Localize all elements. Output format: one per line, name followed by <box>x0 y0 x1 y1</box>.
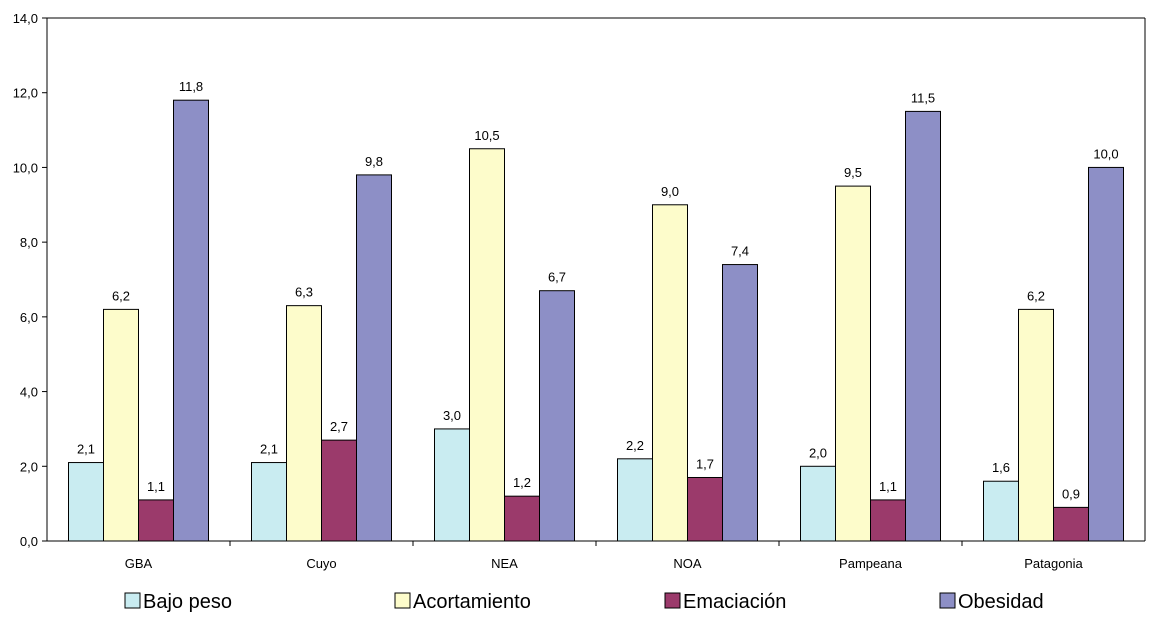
legend-swatch <box>124 592 141 609</box>
bar-bajo-peso-gba <box>68 462 104 542</box>
data-label: 1,1 <box>879 479 897 494</box>
data-label: 7,4 <box>731 244 749 259</box>
bar-obesidad-gba <box>173 99 209 542</box>
data-label: 1,2 <box>513 475 531 490</box>
data-label: 11,8 <box>179 79 203 94</box>
data-label: 3,0 <box>443 408 461 423</box>
bar-emaciaci-n-gba <box>138 499 174 542</box>
category-label: GBA <box>125 556 153 571</box>
bar-obesidad-cuyo <box>356 174 392 542</box>
bars <box>68 99 1124 542</box>
bar-bajo-peso-cuyo <box>251 462 287 542</box>
bar-emaciaci-n-noa <box>687 476 723 542</box>
data-label: 2,2 <box>626 438 644 453</box>
bar-bajo-peso-pampeana <box>800 465 836 542</box>
y-tick-label: 14,0 <box>13 11 38 26</box>
data-label: 0,9 <box>1062 486 1080 501</box>
bar-obesidad-patagonia <box>1088 166 1124 542</box>
y-tick-label: 4,0 <box>20 385 38 400</box>
data-label: 6,7 <box>548 270 566 285</box>
bar-obesidad-nea <box>539 290 575 542</box>
bar-acortamiento-gba <box>103 308 139 542</box>
bar-acortamiento-cuyo <box>286 305 322 542</box>
y-tick-label: 6,0 <box>20 310 38 325</box>
legend-label: Obesidad <box>958 591 1044 613</box>
data-labels: 2,1 6,2 1,1 11,8 2,1 6,3 2,7 9,8 3,0 10,5 1,2 6,7 2,… <box>77 79 1119 501</box>
bar-acortamiento-pampeana <box>835 185 871 542</box>
y-tick-label: 12,0 <box>13 86 38 101</box>
y-tick-label: 10,0 <box>13 160 38 175</box>
bar-acortamiento-nea <box>469 148 505 542</box>
data-label: 2,0 <box>809 445 827 460</box>
legend-label: Bajo peso <box>143 591 232 613</box>
data-label: 11,5 <box>911 90 935 105</box>
bar-emaciaci-n-patagonia <box>1053 506 1089 542</box>
data-label: 6,2 <box>112 288 130 303</box>
bar-obesidad-pampeana <box>905 110 941 542</box>
data-label: 2,7 <box>330 419 348 434</box>
category-label: NEA <box>491 556 518 571</box>
bar-bajo-peso-patagonia <box>983 480 1019 542</box>
category-label: Patagonia <box>1024 556 1083 571</box>
data-label: 9,0 <box>661 184 679 199</box>
data-label: 1,1 <box>147 479 165 494</box>
data-label: 1,7 <box>696 456 714 471</box>
category-label: Cuyo <box>306 556 336 571</box>
data-label: 6,3 <box>295 285 313 300</box>
y-tick-label: 8,0 <box>20 235 38 250</box>
y-tick-label: 2,0 <box>20 459 38 474</box>
data-label: 2,1 <box>77 442 95 457</box>
legend-swatch <box>664 592 681 609</box>
bar-bajo-peso-noa <box>617 458 653 542</box>
bar-acortamiento-patagonia <box>1018 308 1054 542</box>
bar-acortamiento-noa <box>652 204 688 542</box>
bar-bajo-peso-nea <box>434 428 470 542</box>
bar-emaciaci-n-nea <box>504 495 540 542</box>
bar-obesidad-noa <box>722 264 758 542</box>
legend: Bajo peso Acortamiento Emaciación Obesidad <box>124 591 1044 613</box>
legend-swatch <box>394 592 411 609</box>
y-tick-label: 0,0 <box>20 534 38 549</box>
data-label: 10,5 <box>474 128 499 143</box>
bar-emaciaci-n-pampeana <box>870 499 906 542</box>
data-label: 1,6 <box>992 460 1010 475</box>
data-label: 9,8 <box>365 154 383 169</box>
data-label: 6,2 <box>1027 288 1045 303</box>
category-label: NOA <box>673 556 702 571</box>
category-label: Pampeana <box>839 556 903 571</box>
legend-swatch <box>939 592 956 609</box>
bar-emaciaci-n-cuyo <box>321 439 357 542</box>
data-label: 10,0 <box>1093 146 1118 161</box>
axes: 0,0 2,0 4,0 6,0 8,0 10,0 12,0 14,0 GBA Cuyo NEA NOA… <box>13 11 1146 571</box>
data-label: 2,1 <box>260 442 278 457</box>
data-label: 9,5 <box>844 165 862 180</box>
legend-label: Emaciación <box>683 591 786 613</box>
legend-label: Acortamiento <box>413 591 531 613</box>
